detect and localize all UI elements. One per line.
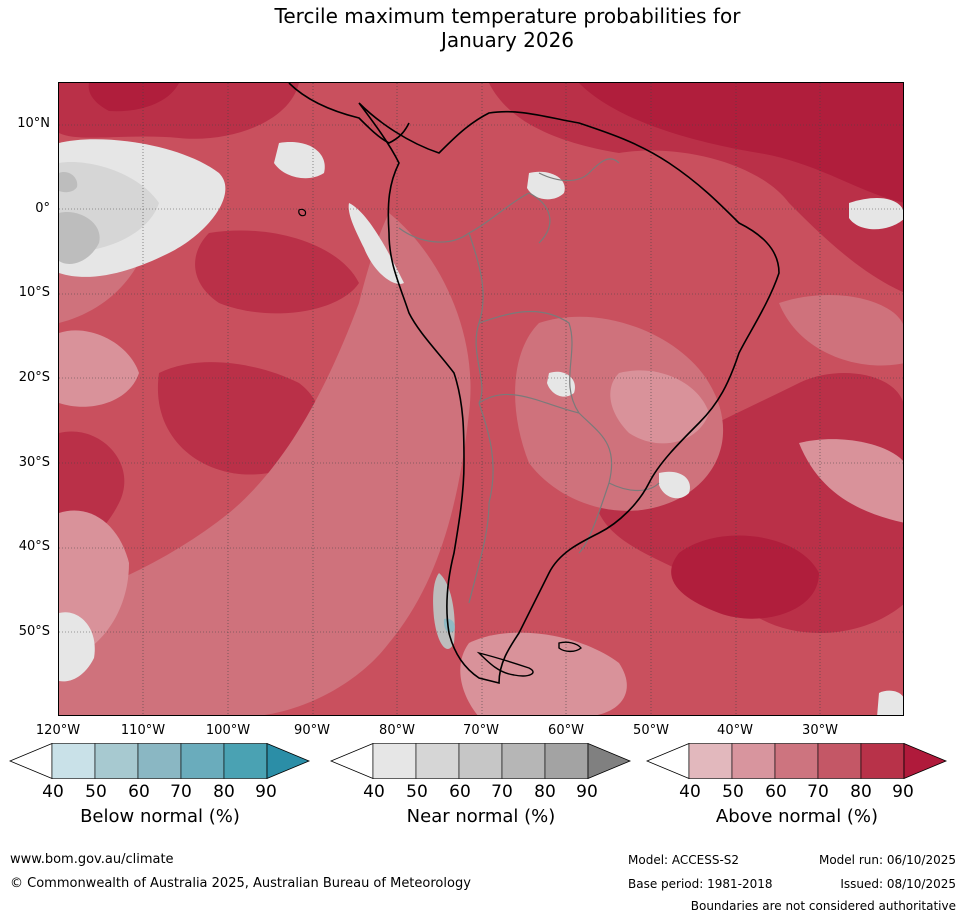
map-canvas — [59, 83, 903, 715]
footer-disclaimer: Boundaries are not considered authoritat… — [690, 899, 956, 913]
lon-label-50w: 50°W — [633, 723, 669, 738]
above-bin-4 — [817, 743, 862, 779]
near-bin-2 — [415, 743, 460, 779]
near-tick-80: 80 — [534, 782, 556, 802]
lon-label-80w: 80°W — [379, 723, 415, 738]
below-tick-80: 80 — [213, 782, 235, 802]
coastline-south-america — [358, 102, 780, 685]
lon-label-30w: 30°W — [802, 723, 838, 738]
below-normal-patches — [443, 618, 455, 633]
footer-base-period: Base period: 1981-2018 — [628, 877, 773, 891]
below-tick-70: 70 — [170, 782, 192, 802]
title-line-2: January 2026 — [440, 28, 575, 52]
chart-title: Tercile maximum temperature probabilitie… — [0, 4, 965, 52]
probability-map — [58, 82, 904, 716]
above-tick-80: 80 — [850, 782, 872, 802]
lat-label-40s: 40°S — [18, 539, 50, 554]
near-tick-70: 70 — [491, 782, 513, 802]
lat-label-20s: 20°S — [18, 370, 50, 385]
colorbar-above — [646, 743, 948, 779]
near-tick-90: 90 — [576, 782, 598, 802]
near-tick-60: 60 — [449, 782, 471, 802]
lon-label-40w: 40°W — [717, 723, 753, 738]
footer-issued: Issued: 08/10/2025 — [840, 877, 956, 891]
lat-label-10s: 10°S — [18, 285, 50, 300]
lon-label-90w: 90°W — [294, 723, 330, 738]
above-tick-60: 60 — [765, 782, 787, 802]
below-lower-extend — [9, 743, 53, 779]
coastline-falklands — [558, 641, 582, 653]
lon-label-70w: 70°W — [463, 723, 499, 738]
lon-label-120w: 120°W — [35, 723, 81, 738]
below-bin-4 — [180, 743, 225, 779]
above-lower-extend — [646, 743, 690, 779]
lon-label-60w: 60°W — [548, 723, 584, 738]
colorbar-below-svg — [9, 743, 311, 779]
below-bin-2 — [94, 743, 139, 779]
above-bin-2 — [731, 743, 776, 779]
coastline-tierra-del-fuego — [476, 651, 534, 677]
title-line-1: Tercile maximum temperature probabilitie… — [274, 4, 741, 28]
colorbar-below — [9, 743, 311, 779]
above-bin-5 — [860, 743, 905, 779]
above-tick-70: 70 — [807, 782, 829, 802]
above-upper-extend — [903, 743, 948, 779]
below-bin-5 — [223, 743, 268, 779]
below-tick-40: 40 — [42, 782, 64, 802]
near-lower-extend — [330, 743, 374, 779]
colorbar-above-svg — [646, 743, 948, 779]
lat-label-30s: 30°S — [18, 455, 50, 470]
below-upper-extend — [266, 743, 311, 779]
lon-label-110w: 110°W — [120, 723, 166, 738]
lat-label-10n: 10°N — [17, 116, 50, 131]
footer-model: Model: ACCESS-S2 — [628, 853, 740, 867]
lat-label-50s: 50°S — [18, 624, 50, 639]
below-bin-1 — [51, 743, 96, 779]
lon-label-100w: 100°W — [205, 723, 251, 738]
above-tick-90: 90 — [892, 782, 914, 802]
colorbar-near-svg — [330, 743, 632, 779]
near-bin-3 — [458, 743, 503, 779]
graticule — [59, 83, 903, 715]
lat-label-0: 0° — [35, 201, 50, 216]
footer-model-run: Model run: 06/10/2025 — [818, 853, 956, 867]
above-bin-1 — [688, 743, 733, 779]
above-90-patches — [88, 83, 903, 619]
below-tick-50: 50 — [85, 782, 107, 802]
near-bin-1 — [372, 743, 417, 779]
above-50-patches — [59, 330, 903, 715]
near-tick-40: 40 — [363, 782, 385, 802]
near-bin-5 — [544, 743, 589, 779]
footer-website: www.bom.gov.au/climate — [10, 852, 174, 867]
colorbar-above-title: Above normal (%) — [715, 806, 879, 827]
near-bin-4 — [501, 743, 546, 779]
colorbar-below-title: Below normal (%) — [80, 806, 240, 827]
coastline-central-america — [288, 83, 410, 144]
above-tick-50: 50 — [722, 782, 744, 802]
near-upper-extend — [587, 743, 632, 779]
coastline-galapagos — [298, 208, 307, 217]
below-tick-60: 60 — [128, 782, 150, 802]
above-bin-3 — [774, 743, 819, 779]
below-bin-3 — [137, 743, 182, 779]
near-tick-50: 50 — [406, 782, 428, 802]
above-tick-40: 40 — [679, 782, 701, 802]
colorbar-near-title: Near normal (%) — [406, 806, 556, 827]
footer-copyright: © Commonwealth of Australia 2025, Austra… — [10, 876, 471, 891]
below-tick-90: 90 — [255, 782, 277, 802]
colorbar-near — [330, 743, 632, 779]
